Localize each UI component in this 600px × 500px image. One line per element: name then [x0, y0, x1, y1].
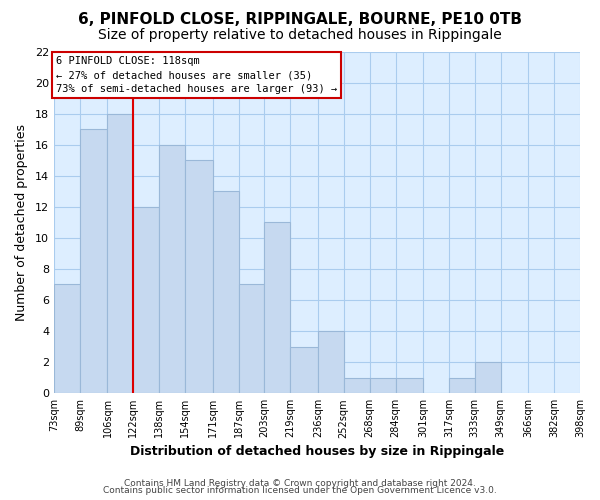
Text: 6 PINFOLD CLOSE: 118sqm
← 27% of detached houses are smaller (35)
73% of semi-de: 6 PINFOLD CLOSE: 118sqm ← 27% of detache… — [56, 56, 337, 94]
Bar — [133, 207, 159, 393]
Text: Contains public sector information licensed under the Open Government Licence v3: Contains public sector information licen… — [103, 486, 497, 495]
Bar — [318, 331, 344, 393]
Bar — [212, 192, 239, 393]
X-axis label: Distribution of detached houses by size in Rippingale: Distribution of detached houses by size … — [130, 444, 504, 458]
Bar — [159, 144, 185, 393]
Bar — [107, 114, 133, 393]
Bar — [370, 378, 395, 393]
Bar — [475, 362, 501, 393]
Text: 6, PINFOLD CLOSE, RIPPINGALE, BOURNE, PE10 0TB: 6, PINFOLD CLOSE, RIPPINGALE, BOURNE, PE… — [78, 12, 522, 28]
Bar — [54, 284, 80, 393]
Text: Contains HM Land Registry data © Crown copyright and database right 2024.: Contains HM Land Registry data © Crown c… — [124, 478, 476, 488]
Bar — [80, 129, 107, 393]
Bar — [449, 378, 475, 393]
Bar — [185, 160, 212, 393]
Bar — [265, 222, 290, 393]
Text: Size of property relative to detached houses in Rippingale: Size of property relative to detached ho… — [98, 28, 502, 42]
Y-axis label: Number of detached properties: Number of detached properties — [15, 124, 28, 321]
Bar — [239, 284, 265, 393]
Bar — [395, 378, 423, 393]
Bar — [290, 346, 318, 393]
Bar — [344, 378, 370, 393]
